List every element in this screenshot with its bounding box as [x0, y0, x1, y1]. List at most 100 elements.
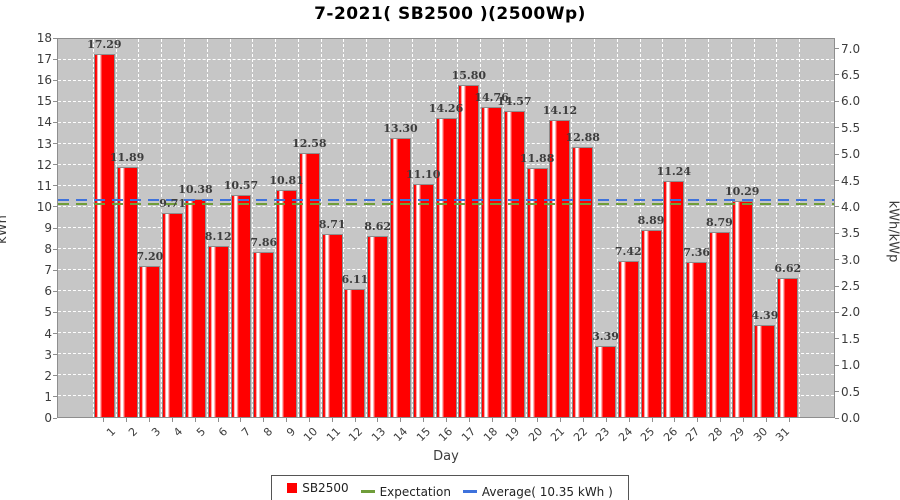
y-tick-label-left: 0 — [44, 411, 52, 425]
x-tick-label-day-28: 28 — [705, 425, 726, 445]
y-tick-label-left: 4 — [44, 326, 52, 341]
bar-day-13 — [367, 235, 389, 417]
bar-value-label-day-7: 10.57 — [223, 179, 259, 193]
bar-day-22 — [572, 146, 594, 417]
bar-slot-day-14: 13.30 — [383, 39, 418, 417]
bar-value-label-day-13: 8.62 — [364, 219, 392, 233]
y-tick-label-right: 7.0 — [841, 41, 861, 56]
bar-day-23 — [595, 345, 616, 417]
x-tick-day-1 — [103, 418, 105, 422]
gridline-vertical — [685, 39, 687, 417]
y-tick-label-right: 1.5 — [841, 331, 861, 346]
y-axis-label-left: kWh — [0, 215, 10, 244]
gridline-vertical — [161, 39, 163, 417]
gridline-vertical — [366, 39, 368, 417]
x-tick-day-5 — [194, 418, 196, 422]
bar-slot-day-28: 8.79 — [706, 39, 733, 417]
bar-slot-day-27: 7.36 — [683, 39, 710, 417]
bar-day-1 — [93, 53, 115, 417]
gridline-vertical — [639, 39, 641, 417]
bar-slot-day-2: 11.89 — [110, 39, 144, 417]
y-axis-ticks-right — [835, 38, 839, 419]
y-tick-label-right: 1.0 — [841, 358, 861, 373]
bar-value-label-day-16: 14.26 — [428, 101, 464, 115]
x-tick-day-30 — [765, 418, 767, 422]
y-tick-right — [835, 259, 839, 261]
x-tick-label-day-6: 6 — [216, 425, 231, 440]
bar-slot-day-11: 8.71 — [319, 39, 346, 417]
x-tick-day-2 — [126, 418, 128, 422]
bar-value-label-day-18: 14.76 — [474, 91, 509, 105]
bar-day-8 — [253, 251, 275, 417]
gridline-vertical — [320, 39, 322, 417]
y-tick-left — [53, 121, 57, 123]
y-tick-left — [53, 227, 57, 229]
x-tick-day-16 — [446, 418, 447, 422]
bar-value-label-day-26: 11.24 — [656, 164, 692, 178]
x-tick-label-day-16: 16 — [436, 425, 456, 445]
plot-area: 17.29 11.89 7.20 9.71 10.38 8.12 10.57 7.86 10.8… — [57, 38, 835, 418]
x-tick-label-day-4: 4 — [171, 425, 186, 440]
bar-day-30 — [754, 324, 776, 417]
y-tick-label-left: 7 — [44, 263, 52, 278]
bar-slot-day-17: 15.80 — [452, 39, 486, 417]
gridline-vertical — [343, 39, 345, 417]
x-tick-label-day-26: 26 — [660, 425, 681, 445]
gridline-vertical — [206, 39, 208, 417]
bar-value-label-day-23: 3.39 — [592, 329, 619, 343]
y-tick-left — [53, 269, 57, 271]
expectation-line — [58, 202, 834, 205]
x-tick-label-day-23: 23 — [593, 425, 613, 445]
bar-value-label-day-19: 14.57 — [497, 95, 532, 109]
legend-item-0: SB2500 — [287, 481, 349, 495]
bar-slot-day-9: 10.81 — [269, 39, 304, 417]
bar-value-label-day-20: 11.88 — [519, 151, 555, 165]
x-tick-day-10 — [308, 418, 310, 422]
y-tick-label-right: 6.0 — [841, 94, 861, 109]
legend-marker-line-icon — [462, 490, 477, 493]
y-tick-left — [53, 290, 57, 292]
x-tick-day-3 — [149, 418, 151, 422]
y-tick-label-left: 2 — [44, 368, 52, 383]
x-tick-day-24 — [628, 418, 630, 422]
y-tick-left — [53, 375, 57, 377]
bar-day-31 — [777, 277, 799, 417]
gridline-vertical — [480, 39, 482, 417]
x-tick-day-26 — [674, 418, 676, 422]
legend-item-2: Average( 10.35 kWh ) — [462, 485, 613, 499]
legend-label-0: SB2500 — [302, 481, 349, 495]
x-tick-day-11 — [331, 418, 333, 422]
gridline-vertical — [252, 39, 254, 417]
gridline-horizontal — [58, 101, 834, 102]
bar-value-label-day-17: 15.80 — [451, 69, 487, 83]
bar-day-2 — [116, 167, 138, 417]
y-tick-left — [53, 333, 57, 335]
x-tick-day-15 — [423, 418, 425, 422]
y-tick-right — [835, 364, 839, 366]
bar-day-12 — [344, 288, 366, 417]
bar-slot-day-23: 3.39 — [592, 39, 619, 417]
y-tick-label-left: 12 — [36, 157, 52, 172]
chart-title: 7-2021( SB2500 )(2500Wp) — [314, 4, 586, 24]
y-tick-right — [835, 100, 839, 102]
y-tick-left — [53, 37, 57, 39]
x-tick-day-13 — [377, 418, 379, 422]
y-tick-left — [53, 396, 57, 398]
y-tick-right — [835, 127, 839, 129]
y-tick-label-left: 3 — [44, 347, 52, 362]
x-tick-label-day-24: 24 — [615, 425, 636, 445]
bar-slot-day-5: 10.38 — [178, 39, 213, 417]
bar-day-27 — [686, 262, 708, 417]
bar-value-label-day-12: 6.11 — [341, 272, 369, 286]
bar-value-label-day-29: 10.29 — [724, 184, 760, 198]
gridline-vertical — [525, 39, 527, 417]
bar-day-18 — [481, 107, 503, 417]
y-tick-label-right: 3.0 — [841, 252, 861, 267]
x-tick-label-day-9: 9 — [283, 425, 298, 440]
x-tick-day-14 — [400, 418, 402, 422]
y-tick-label-right: 2.0 — [841, 305, 861, 320]
y-axis-left: 0 1 2 3 4 5 6 7 8 9 10 11 12 13 14 15 16 17 18 — [14, 31, 52, 425]
y-tick-left — [53, 185, 57, 187]
gridline-vertical — [275, 39, 277, 417]
bar-slot-day-22: 12.88 — [565, 39, 600, 417]
